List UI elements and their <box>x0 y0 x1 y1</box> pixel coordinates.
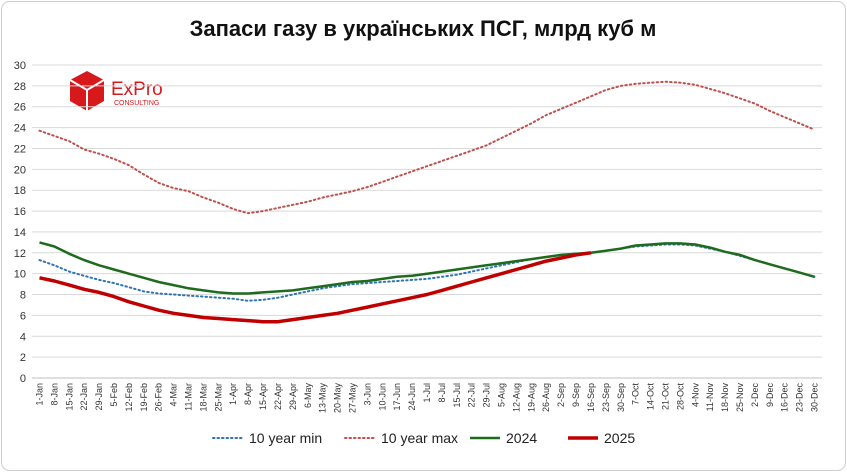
x-tick-label: 8-Jul <box>437 383 447 403</box>
x-tick-label: 25-Mar <box>213 383 223 412</box>
y-tick-label: 20 <box>14 164 26 176</box>
x-tick-label: 19-Aug <box>526 383 536 412</box>
x-tick-label: 28-Oct <box>675 383 685 411</box>
logo-subtitle: CONSULTING <box>114 100 159 107</box>
x-tick-label: 8-Jan <box>49 383 59 406</box>
x-tick-label: 4-Nov <box>690 383 700 408</box>
y-tick-label: 30 <box>14 60 26 72</box>
y-tick-label: 2 <box>20 352 26 364</box>
x-tick-label: 18-Nov <box>720 383 730 413</box>
y-tick-label: 12 <box>14 248 26 260</box>
series-line <box>39 251 592 324</box>
y-tick-label: 18 <box>14 185 26 197</box>
x-tick-label: 15-Jul <box>452 383 462 408</box>
x-tick-label: 13-May <box>318 383 328 414</box>
x-tick-label: 29-Apr <box>288 383 298 410</box>
x-tick-label: 30-Sep <box>616 383 626 412</box>
series-line <box>38 80 816 215</box>
x-tick-label: 1-Jan <box>34 383 44 406</box>
x-tick-label: 16-Dec <box>780 383 790 413</box>
x-tick-label: 15-Apr <box>258 383 268 410</box>
x-tick-label: 9-Sep <box>571 383 581 407</box>
y-tick-label: 8 <box>20 290 26 302</box>
x-tick-label: 2-Sep <box>556 383 566 407</box>
y-tick-label: 22 <box>14 143 26 155</box>
x-tick-label: 11-Mar <box>184 383 194 411</box>
logo-name: ExPro <box>111 79 163 100</box>
x-tick-label: 23-Dec <box>795 383 805 413</box>
x-tick-label: 21-Oct <box>660 383 670 411</box>
x-tick-label: 5-Feb <box>109 383 119 407</box>
x-tick-label: 4-Mar <box>169 383 179 407</box>
chart-title: Запаси газу в українських ПСГ, млрд куб … <box>190 16 657 41</box>
legend-label: 10 year min <box>249 430 322 446</box>
x-tick-label: 18-Mar <box>198 383 208 412</box>
series-line <box>38 243 816 302</box>
x-tick-label: 1-Apr <box>228 383 238 405</box>
legend-label: 10 year max <box>381 430 458 446</box>
x-tick-label: 1-Jul <box>422 383 432 403</box>
y-tick-label: 16 <box>14 206 26 218</box>
x-tick-label: 22-Jul <box>467 383 477 408</box>
y-tick-label: 0 <box>20 373 26 385</box>
x-tick-label: 15-Jan <box>64 383 74 411</box>
x-tick-label: 2-Dec <box>750 383 760 408</box>
x-tick-label: 9-Dec <box>765 383 775 408</box>
y-tick-label: 4 <box>20 331 26 343</box>
x-tick-label: 17-Jun <box>392 383 402 411</box>
y-tick-label: 26 <box>14 102 26 114</box>
x-tick-label: 22-Apr <box>273 383 283 410</box>
x-tick-label: 14-Oct <box>646 383 656 411</box>
x-tick-label: 12-Feb <box>124 383 134 412</box>
x-tick-label: 22-Jan <box>79 383 89 411</box>
legend-label: 2024 <box>506 430 537 446</box>
x-tick-label: 23-Sep <box>601 383 611 412</box>
x-tick-label: 16-Sep <box>586 383 596 412</box>
x-tick-label: 25-Nov <box>735 383 745 413</box>
x-tick-label: 29-Jul <box>482 383 492 408</box>
x-tick-label: 8-Apr <box>243 383 253 405</box>
x-tick-label: 30-Dec <box>810 383 820 413</box>
y-tick-label: 6 <box>20 310 26 322</box>
x-tick-label: 27-May <box>347 383 357 414</box>
x-tick-label: 5-Aug <box>497 383 507 407</box>
x-tick-label: 10-Jun <box>377 383 387 411</box>
x-tick-label: 11-Nov <box>705 383 715 412</box>
legend-label: 2025 <box>604 430 635 446</box>
x-tick-label: 19-Feb <box>139 383 149 412</box>
y-tick-label: 10 <box>14 269 26 281</box>
x-tick-label: 6-May <box>303 383 313 409</box>
x-tick-label: 24-Jun <box>407 383 417 411</box>
x-tick-label: 7-Oct <box>631 383 641 406</box>
x-tick-label: 12-Aug <box>511 383 521 412</box>
x-tick-label: 26-Aug <box>541 383 551 412</box>
series-line <box>39 241 815 295</box>
logo: ExPro CONSULTING <box>69 71 163 111</box>
x-tick-label: 26-Feb <box>154 383 164 412</box>
y-tick-label: 28 <box>14 81 26 93</box>
y-tick-label: 14 <box>14 227 26 239</box>
x-tick-label: 29-Jan <box>94 383 104 411</box>
x-tick-label: 3-Jun <box>362 383 372 406</box>
y-tick-label: 24 <box>14 123 26 135</box>
x-tick-label: 20-May <box>333 383 343 414</box>
